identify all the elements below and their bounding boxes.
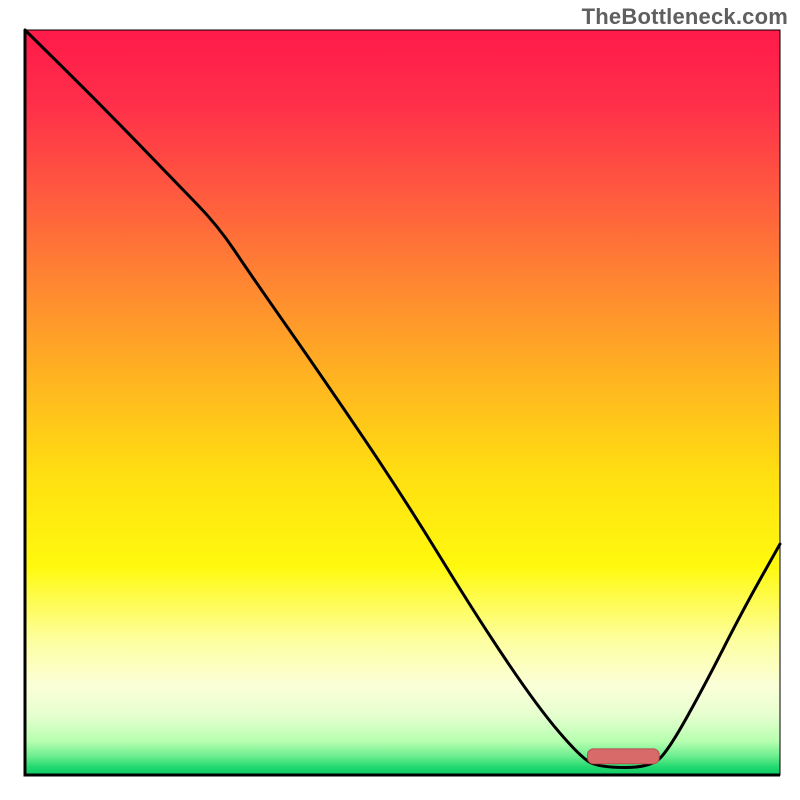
watermark-text: TheBottleneck.com bbox=[582, 4, 788, 30]
optimal-range-marker bbox=[588, 749, 660, 764]
chart-container: TheBottleneck.com bbox=[0, 0, 800, 800]
bottleneck-chart bbox=[0, 0, 800, 800]
